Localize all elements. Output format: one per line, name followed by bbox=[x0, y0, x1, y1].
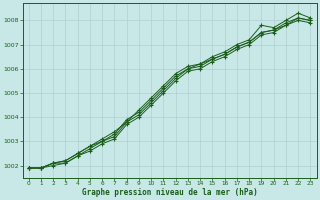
X-axis label: Graphe pression niveau de la mer (hPa): Graphe pression niveau de la mer (hPa) bbox=[82, 188, 257, 197]
